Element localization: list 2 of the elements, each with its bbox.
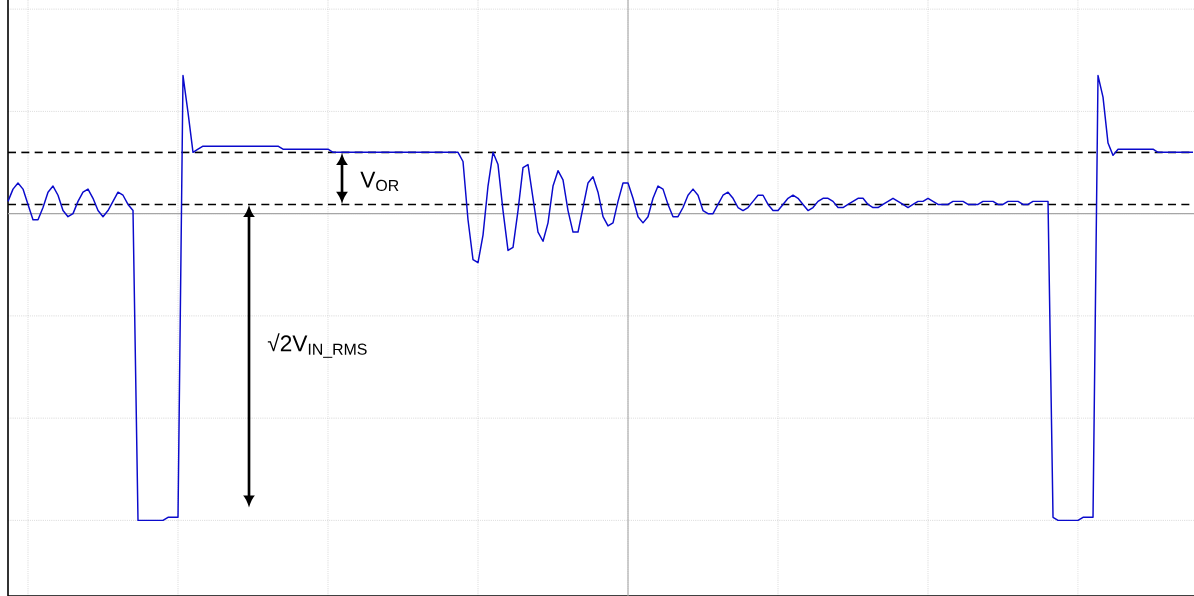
annotation: √2V$_{IN_RMS}$	[267, 333, 367, 358]
annotation: V$_{OR}$	[360, 171, 399, 192]
